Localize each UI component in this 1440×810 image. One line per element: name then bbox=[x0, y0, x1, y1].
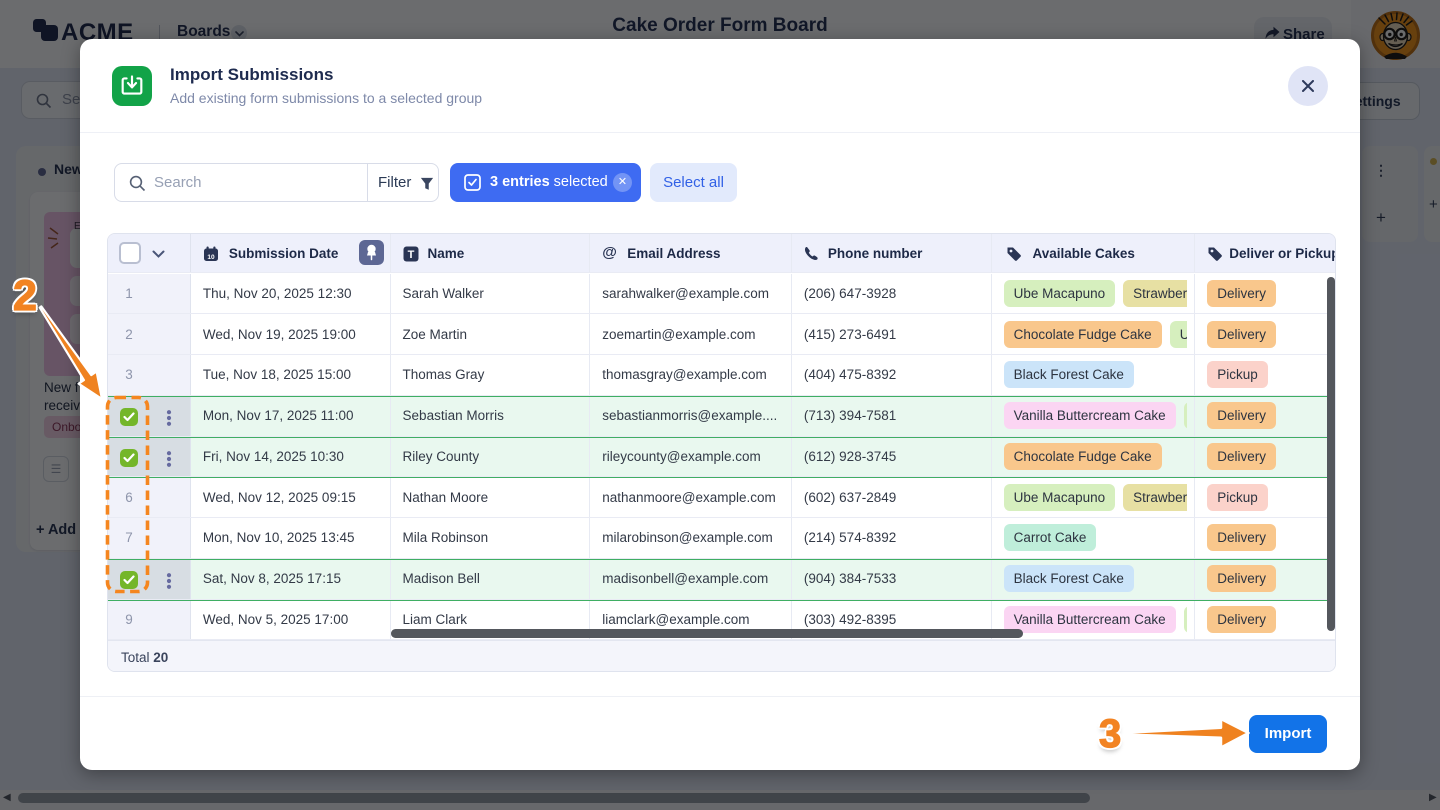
svg-text:10: 10 bbox=[207, 254, 215, 261]
svg-text:T: T bbox=[407, 249, 414, 261]
